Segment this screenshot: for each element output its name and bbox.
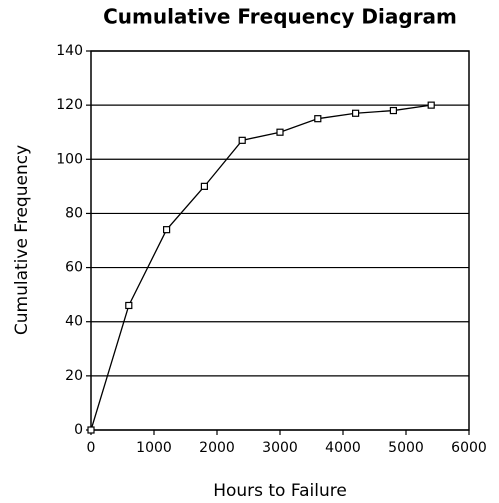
marker <box>314 115 322 123</box>
x-tick-label: 1000 <box>136 440 172 456</box>
y-tick-label: 120 <box>56 97 83 113</box>
marker <box>125 301 133 310</box>
y-tick-label: 40 <box>65 314 83 330</box>
line <box>90 104 432 431</box>
y-tick-label: 60 <box>65 260 83 276</box>
y-tick-label: 100 <box>56 151 83 167</box>
x-tick-label: 4000 <box>325 440 361 456</box>
x-tick-label: 2000 <box>199 440 235 456</box>
x-tick-label: 0 <box>87 440 96 456</box>
plot-frame <box>90 50 470 431</box>
x-axis-label: Hours to Failure <box>213 481 347 501</box>
x-tick-label: 6000 <box>451 440 487 456</box>
marker <box>276 128 284 136</box>
marker <box>238 136 246 144</box>
y-tick-label: 80 <box>65 205 83 221</box>
marker <box>163 226 171 234</box>
chart-title: Cumulative Frequency Diagram <box>103 5 457 29</box>
x-tick-label: 5000 <box>388 440 424 456</box>
y-tick-label: 0 <box>74 422 83 438</box>
x-tick-label: 3000 <box>262 440 298 456</box>
y-axis-label: Cumulative Frequency <box>12 145 32 335</box>
y-tick-label: 140 <box>56 43 83 59</box>
marker <box>200 182 208 190</box>
marker <box>352 109 360 117</box>
marker <box>87 426 95 434</box>
marker <box>427 101 435 109</box>
y-tick-label: 20 <box>65 368 83 384</box>
marker <box>389 106 397 115</box>
